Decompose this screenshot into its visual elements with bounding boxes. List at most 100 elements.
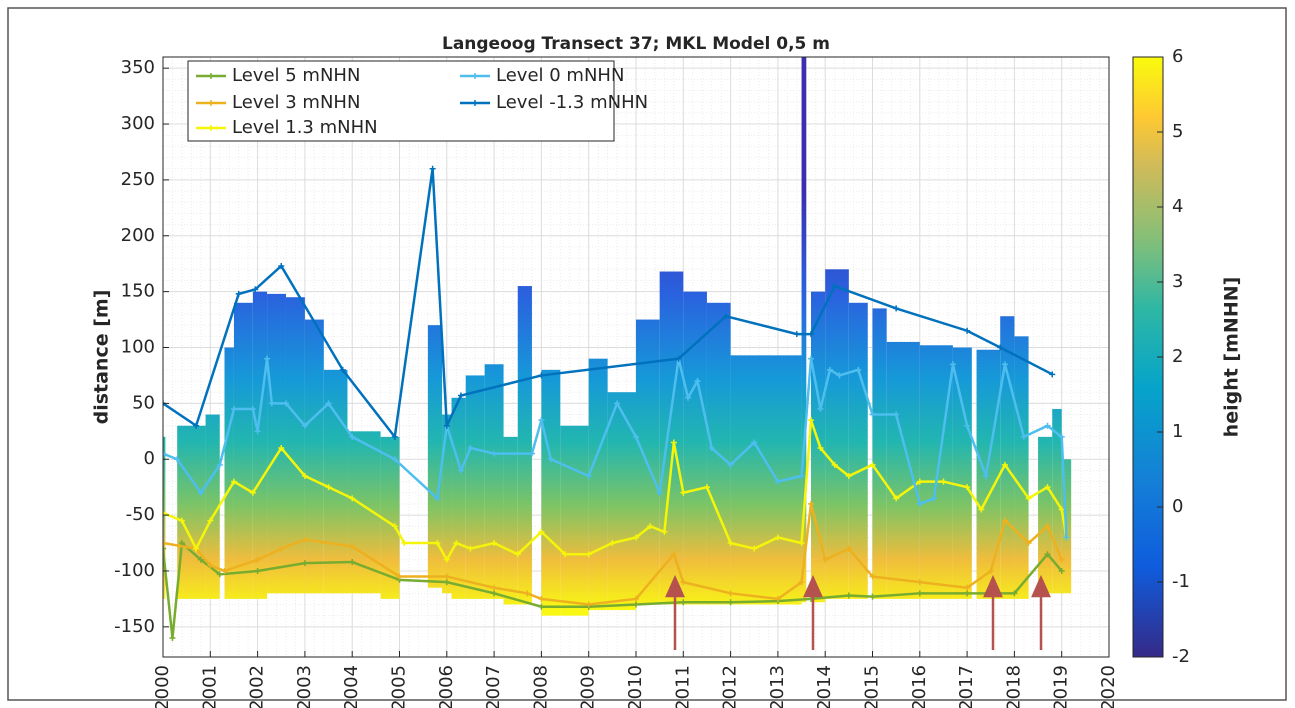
series-marker	[453, 540, 460, 547]
x-tick-label: 2002	[247, 665, 268, 708]
surface-column	[285, 297, 305, 594]
series-marker	[538, 603, 545, 610]
colorbar-tick-label: 3	[1172, 271, 1183, 292]
series-marker	[235, 290, 242, 297]
series-marker	[675, 355, 682, 362]
series-marker	[325, 484, 332, 491]
surface-column	[541, 369, 561, 616]
series-marker	[916, 590, 923, 597]
x-tick-label: 2016	[909, 665, 930, 708]
series-marker	[401, 540, 408, 547]
surface-column	[442, 414, 452, 594]
x-tick-label: 2008	[530, 665, 551, 708]
series-marker	[193, 545, 200, 552]
series-marker	[585, 601, 592, 608]
series-marker	[1063, 534, 1070, 541]
series-marker	[774, 534, 781, 541]
surface-column	[1000, 316, 1015, 599]
surface-column	[607, 392, 636, 611]
series-marker	[831, 283, 838, 290]
surface	[163, 57, 1072, 616]
series-marker	[893, 305, 900, 312]
x-tick-label: 2014	[814, 665, 835, 708]
x-tick-label: 2001	[199, 665, 220, 708]
series-marker	[349, 433, 356, 440]
legend: Level 5 mNHN Level 3 mNHN Level 1.3 mNHN Le…	[187, 60, 648, 142]
series-marker	[774, 478, 781, 485]
series-marker	[808, 331, 815, 338]
x-tick-label: 2000	[152, 665, 173, 708]
lines	[163, 165, 1070, 642]
x-tick-label: 2006	[436, 665, 457, 708]
surface-column	[952, 347, 972, 599]
series-marker	[1001, 517, 1008, 524]
surface-column	[886, 341, 920, 599]
series-marker	[443, 573, 450, 580]
colorbar-tick-label: 1	[1172, 421, 1183, 442]
legend-label: Level 1.3 mNHN	[232, 117, 378, 138]
colorbar-tick-label: -1	[1172, 571, 1190, 592]
series-marker	[1058, 567, 1065, 574]
series-marker	[680, 599, 687, 606]
series-marker	[396, 573, 403, 580]
series-marker	[443, 579, 450, 586]
series-marker	[680, 579, 687, 586]
x-tick-label: 2007	[483, 665, 504, 708]
annotation-arrows	[665, 574, 1051, 650]
series-marker	[997, 344, 1004, 351]
series-marker	[391, 433, 398, 440]
series-marker	[169, 635, 176, 642]
series-marker	[254, 567, 261, 574]
colorbar-tick-label: 4	[1172, 196, 1183, 217]
series-marker	[562, 551, 569, 558]
series-marker	[793, 331, 800, 338]
series-marker	[301, 536, 308, 543]
legend-box	[187, 60, 615, 142]
series-marker	[893, 411, 900, 418]
series-marker	[774, 595, 781, 602]
surface-column	[1014, 336, 1029, 599]
y-tick-label: 250	[121, 169, 155, 190]
series-marker	[1058, 556, 1065, 563]
x-tick-label: 2013	[767, 665, 788, 708]
legend-label: Level 5 mNHN	[232, 65, 360, 86]
arrow-head	[1031, 574, 1051, 598]
series-marker	[722, 313, 729, 320]
surface-column	[503, 436, 518, 605]
surface-column	[517, 286, 532, 605]
surface-column	[163, 436, 166, 599]
series-marker	[817, 405, 824, 412]
series-marker	[221, 567, 228, 574]
colorbar-tick-label: -2	[1172, 646, 1190, 667]
legend-marker	[472, 73, 478, 79]
y-tick-label: 0	[144, 448, 155, 469]
series-marker	[855, 366, 862, 373]
series-marker	[869, 461, 876, 468]
series-marker	[301, 422, 308, 429]
series-marker	[174, 456, 181, 463]
series-marker	[197, 489, 204, 496]
series-marker	[429, 165, 436, 172]
series-marker	[1049, 371, 1056, 378]
y-tick-label: 300	[121, 113, 155, 134]
series-marker	[1020, 433, 1027, 440]
series-marker	[254, 428, 261, 435]
series-marker	[1025, 540, 1032, 547]
surface-column	[801, 57, 807, 603]
series-marker	[633, 601, 639, 608]
legend-label: Level 0 mNHN	[496, 65, 624, 86]
series-marker	[1058, 433, 1065, 440]
series-marker	[491, 584, 498, 591]
series-marker	[457, 467, 464, 474]
series-marker	[268, 400, 275, 407]
series-marker	[1001, 361, 1008, 368]
series-marker	[751, 545, 758, 552]
series-marker	[727, 590, 734, 597]
arrow-head	[665, 574, 685, 598]
series-marker	[301, 472, 308, 479]
series-marker	[685, 394, 692, 401]
series-marker	[964, 484, 971, 491]
surface-column	[683, 291, 707, 605]
series-marker	[349, 495, 356, 502]
